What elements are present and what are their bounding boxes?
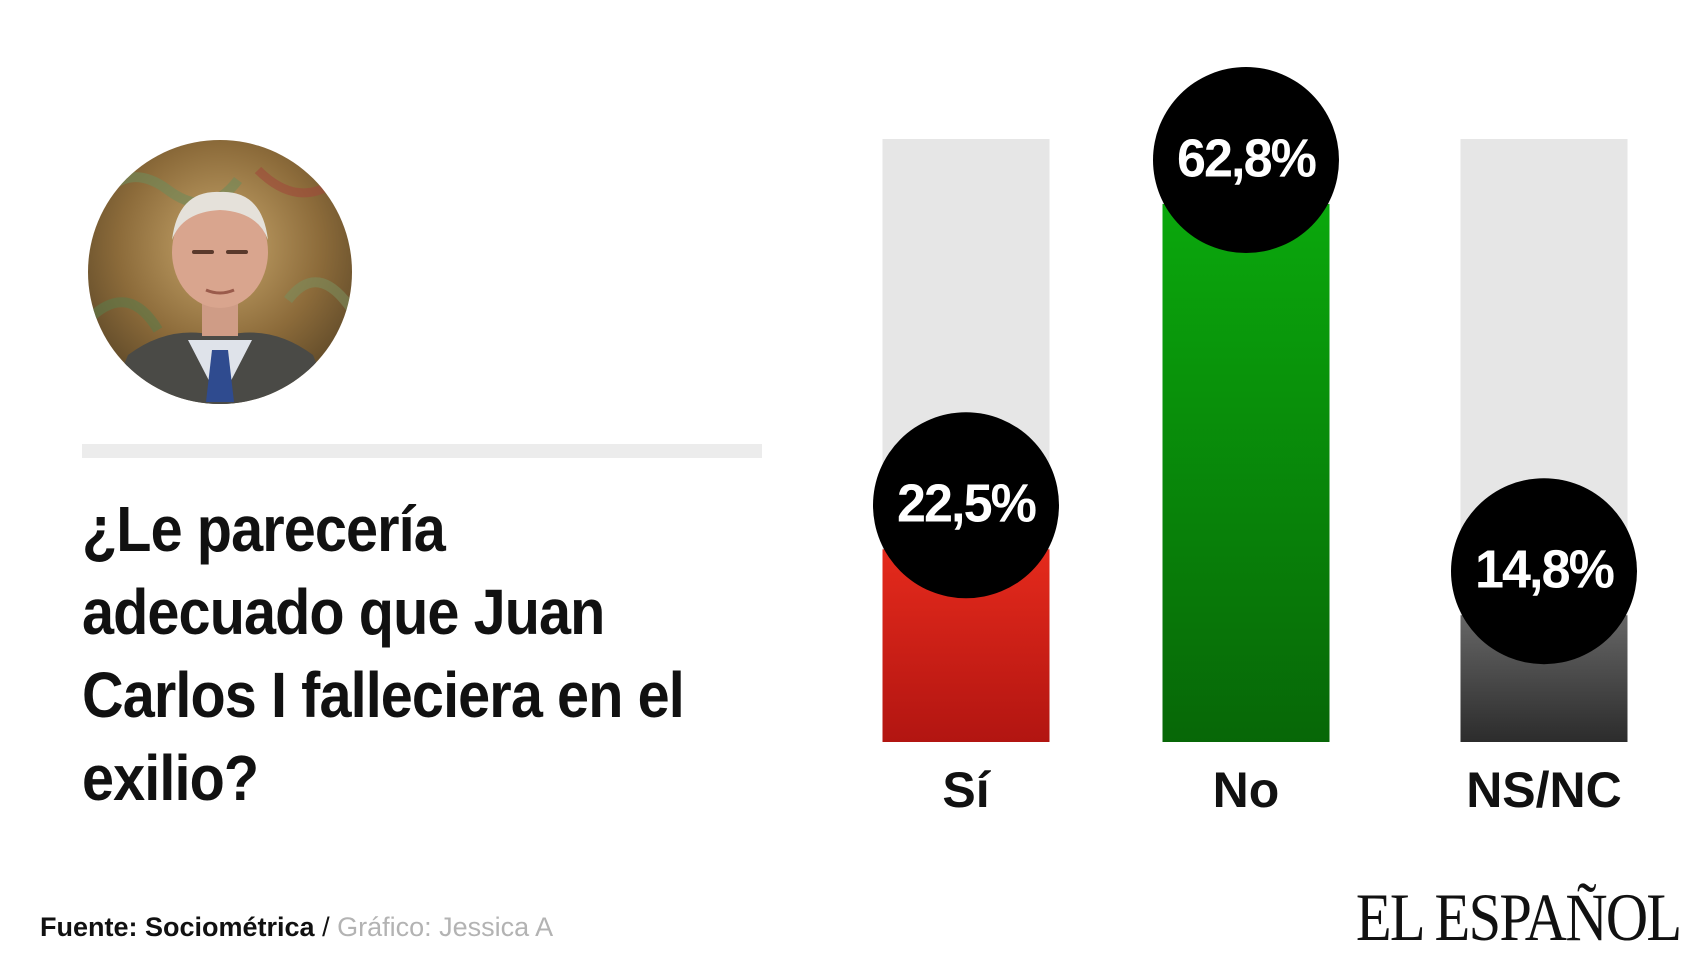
brand-logo: EL ESPAÑOL [1355, 879, 1681, 955]
portrait-avatar [88, 140, 352, 404]
value-bubble-s [873, 412, 1059, 599]
value-bubble-ns-nc [1451, 478, 1637, 665]
category-label-ns-nc: NS/NC [1466, 762, 1622, 818]
bar-no [1162, 204, 1330, 742]
category-label-s: Sí [942, 762, 991, 818]
footer-source: Fuente: Sociométrica [40, 912, 315, 942]
value-bubble-no [1153, 67, 1339, 253]
value-label-s: 22,5% [897, 474, 1036, 534]
value-label-ns-nc: 14,8% [1475, 539, 1614, 599]
footer-credits: Fuente: Sociométrica / Gráfico: Jessica … [40, 912, 553, 943]
title-divider [82, 444, 762, 458]
footer-credit: Gráfico: Jessica A [337, 912, 554, 942]
footer-separator: / [314, 912, 338, 942]
value-label-no: 62,8% [1177, 128, 1316, 188]
chart-question-title: ¿Le parecería adecuado que Juan Carlos I… [82, 493, 685, 814]
category-label-no: No [1213, 762, 1280, 818]
